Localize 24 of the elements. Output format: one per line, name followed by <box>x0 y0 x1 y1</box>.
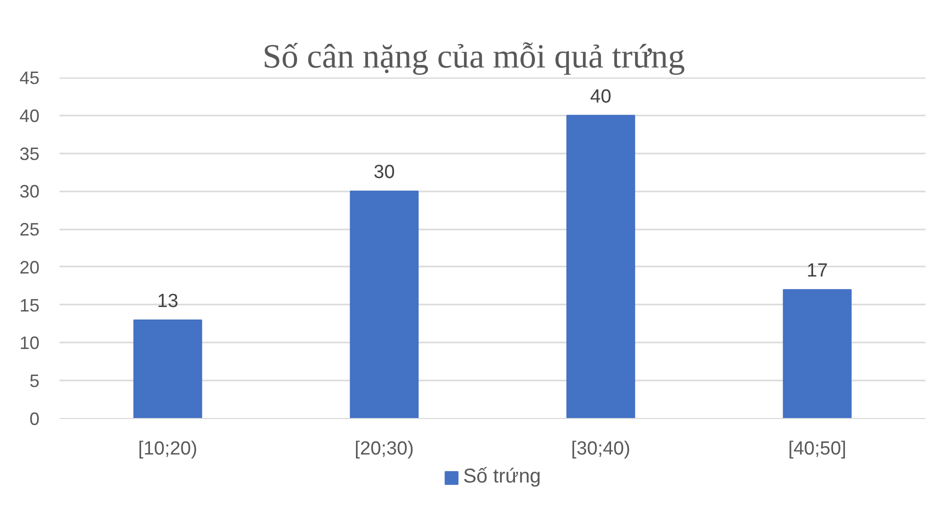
x-tick-label: [40;50] <box>788 438 846 460</box>
x-tick-label: [10;20) <box>138 438 198 460</box>
y-tick-label: 45 <box>19 68 40 88</box>
y-tick-label: 40 <box>19 106 40 126</box>
bar <box>566 114 636 418</box>
y-tick-label: 15 <box>19 295 40 316</box>
data-label: 30 <box>374 162 395 184</box>
y-tick-label: 5 <box>29 371 40 392</box>
y-tick-label: 0 <box>29 409 40 429</box>
bar <box>782 289 852 418</box>
x-tick-label: [20;30) <box>354 438 414 460</box>
y-tick-label: 20 <box>19 257 40 278</box>
y-tick-label: 35 <box>19 144 40 164</box>
x-tick-label: [30;40) <box>571 438 630 460</box>
data-label: 40 <box>590 86 612 108</box>
bar <box>350 190 419 418</box>
chart-title: Số cân nặng của mỗi quả trứng <box>262 38 686 76</box>
y-tick-label: 25 <box>19 220 40 240</box>
y-tick-label: 10 <box>19 333 40 354</box>
data-label: 13 <box>157 290 178 312</box>
bar <box>133 319 202 418</box>
y-tick-label: 30 <box>19 182 40 202</box>
data-label: 17 <box>806 260 828 282</box>
legend-label: Số trứng <box>463 466 541 488</box>
